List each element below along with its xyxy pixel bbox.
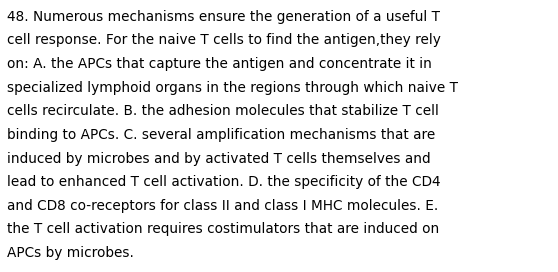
Text: binding to APCs. C. several amplification mechanisms that are: binding to APCs. C. several amplificatio… bbox=[7, 128, 435, 142]
Text: and CD8 co-receptors for class II and class I MHC molecules. E.: and CD8 co-receptors for class II and cl… bbox=[7, 199, 439, 213]
Text: APCs by microbes.: APCs by microbes. bbox=[7, 246, 134, 260]
Text: cells recirculate. B. the adhesion molecules that stabilize T cell: cells recirculate. B. the adhesion molec… bbox=[7, 104, 439, 118]
Text: 48. Numerous mechanisms ensure the generation of a useful T: 48. Numerous mechanisms ensure the gener… bbox=[7, 10, 440, 23]
Text: lead to enhanced T cell activation. D. the specificity of the CD4: lead to enhanced T cell activation. D. t… bbox=[7, 175, 441, 189]
Text: induced by microbes and by activated T cells themselves and: induced by microbes and by activated T c… bbox=[7, 152, 431, 165]
Text: specialized lymphoid organs in the regions through which naive T: specialized lymphoid organs in the regio… bbox=[7, 81, 458, 94]
Text: cell response. For the naive T cells to find the antigen,they rely: cell response. For the naive T cells to … bbox=[7, 33, 441, 47]
Text: on: A. the APCs that capture the antigen and concentrate it in: on: A. the APCs that capture the antigen… bbox=[7, 57, 432, 71]
Text: the T cell activation requires costimulators that are induced on: the T cell activation requires costimula… bbox=[7, 222, 440, 236]
